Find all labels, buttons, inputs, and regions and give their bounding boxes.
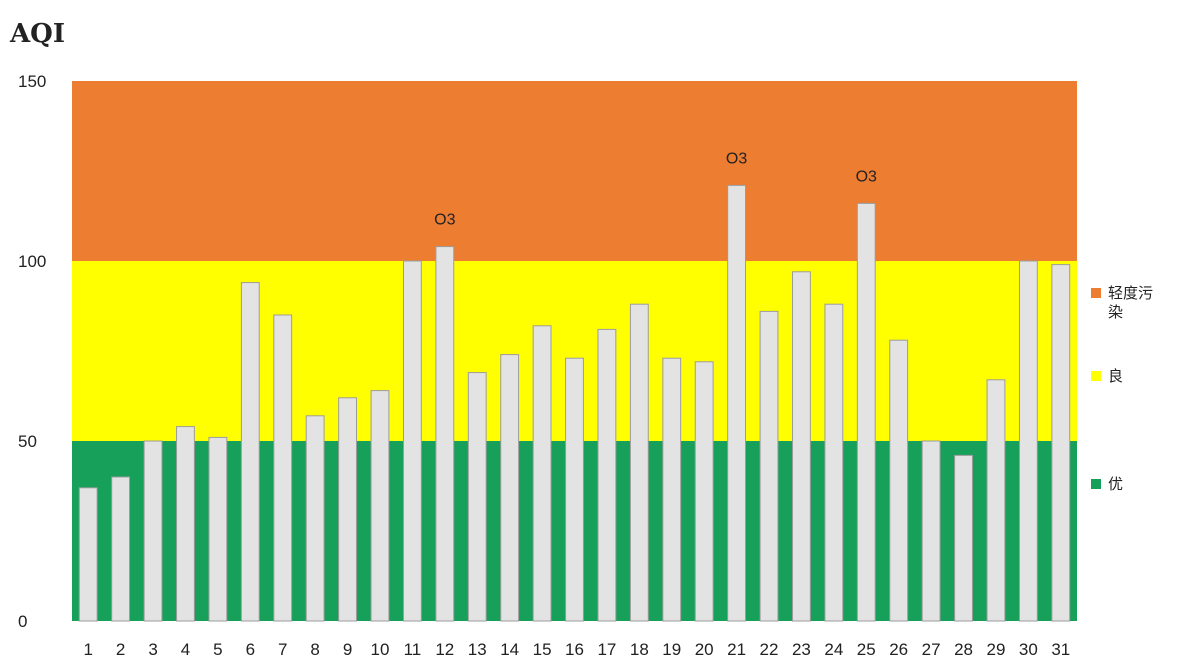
x-tick-15: 15 xyxy=(533,640,552,659)
x-tick-23: 23 xyxy=(792,640,811,659)
x-tick-22: 22 xyxy=(760,640,779,659)
x-tick-3: 3 xyxy=(148,640,157,659)
x-tick-9: 9 xyxy=(343,640,352,659)
bar-4 xyxy=(176,426,195,622)
bar-11 xyxy=(402,260,422,622)
x-tick-29: 29 xyxy=(986,640,1005,659)
bar-30 xyxy=(1018,260,1038,622)
x-tick-12: 12 xyxy=(435,640,454,659)
y-tick-3: 150 xyxy=(18,72,46,91)
x-tick-10: 10 xyxy=(371,640,390,659)
y-axis: 0 50 100 150 xyxy=(18,72,46,631)
bar-28 xyxy=(954,454,973,622)
data-annotations: O3 O3 O3 xyxy=(434,150,877,228)
bar-15 xyxy=(532,325,552,622)
band-0 xyxy=(72,81,1077,261)
bar-14 xyxy=(500,354,520,622)
bar-6 xyxy=(240,282,260,622)
bar-26 xyxy=(889,339,909,622)
x-tick-2: 2 xyxy=(116,640,125,659)
x-tick-19: 19 xyxy=(662,640,681,659)
x-tick-17: 17 xyxy=(597,640,616,659)
x-tick-1: 1 xyxy=(83,640,92,659)
annotation-1: O3 xyxy=(726,150,747,167)
legend-swatch-2 xyxy=(1091,479,1101,489)
bar-3 xyxy=(143,440,163,622)
bar-10 xyxy=(370,390,390,622)
bar-8 xyxy=(305,415,325,622)
x-tick-8: 8 xyxy=(310,640,319,659)
bar-16 xyxy=(565,357,584,622)
x-tick-7: 7 xyxy=(278,640,287,659)
x-tick-20: 20 xyxy=(695,640,714,659)
legend-label-2: 优 xyxy=(1108,475,1123,493)
bar-21 xyxy=(727,184,747,622)
bar-18 xyxy=(629,303,649,622)
x-tick-13: 13 xyxy=(468,640,487,659)
bar-5 xyxy=(208,436,228,622)
x-tick-27: 27 xyxy=(922,640,941,659)
chart-title: AQI xyxy=(9,19,65,49)
x-tick-30: 30 xyxy=(1019,640,1038,659)
x-tick-11: 11 xyxy=(404,640,422,659)
x-tick-24: 24 xyxy=(824,640,843,659)
x-tick-5: 5 xyxy=(213,640,222,659)
bar-23 xyxy=(792,271,811,622)
bar-29 xyxy=(986,379,1006,622)
legend-swatch-0 xyxy=(1091,288,1101,298)
bar-19 xyxy=(662,357,682,622)
category-bands xyxy=(72,81,1077,621)
annotation-2: O3 xyxy=(856,168,877,185)
x-tick-4: 4 xyxy=(181,640,190,659)
bar-27 xyxy=(921,440,941,622)
x-tick-21: 21 xyxy=(727,640,746,659)
x-axis: 1 2 3 4 5 6 7 8 9 10 11 12 13 14 15 16 17 18 19 20 21 22 23 24 2… xyxy=(83,640,1070,659)
bar-31 xyxy=(1051,264,1071,622)
bar-9 xyxy=(338,397,357,622)
bar-13 xyxy=(467,372,487,622)
bar-24 xyxy=(824,303,844,622)
bar-25 xyxy=(856,202,876,622)
bar-7 xyxy=(273,314,293,622)
x-tick-26: 26 xyxy=(889,640,908,659)
bar-12 xyxy=(435,246,455,622)
x-tick-28: 28 xyxy=(954,640,973,659)
bar-17 xyxy=(597,328,617,622)
legend-swatch-1 xyxy=(1091,371,1101,381)
bar-2 xyxy=(111,476,131,622)
bar-1 xyxy=(78,487,98,622)
legend-label-0: 轻度污染 xyxy=(1108,284,1153,321)
x-tick-14: 14 xyxy=(500,640,519,659)
x-tick-6: 6 xyxy=(246,640,255,659)
bar-20 xyxy=(694,361,714,622)
x-tick-16: 16 xyxy=(565,640,584,659)
bar-22 xyxy=(759,310,779,622)
x-tick-25: 25 xyxy=(857,640,876,659)
annotation-0: O3 xyxy=(434,212,455,229)
y-tick-2: 100 xyxy=(18,252,46,271)
x-tick-18: 18 xyxy=(630,640,649,659)
y-tick-1: 50 xyxy=(18,432,37,451)
y-tick-0: 0 xyxy=(18,612,27,631)
x-tick-31: 31 xyxy=(1051,640,1070,659)
legend-label-1: 良 xyxy=(1108,367,1123,385)
bar-series xyxy=(78,184,1071,622)
